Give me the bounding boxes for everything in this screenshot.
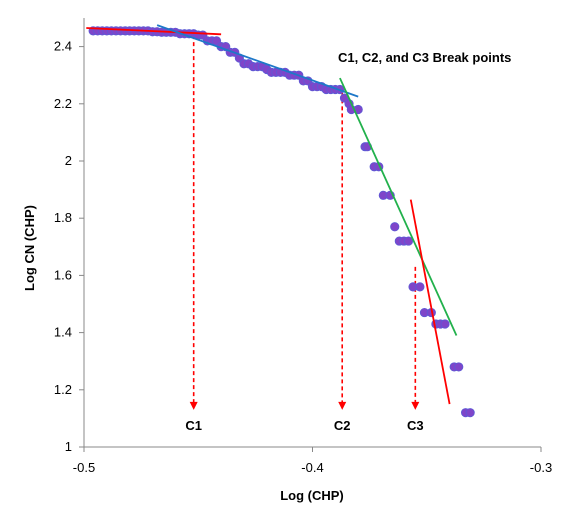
data-point (465, 408, 475, 418)
break-arrowhead (189, 401, 198, 410)
data-point (440, 319, 450, 329)
break-point-markers: C1 C2 C3 (185, 35, 424, 433)
data-point (390, 222, 400, 232)
y-tick-label: 1.6 (54, 267, 72, 282)
y-tick-label: 2.2 (54, 96, 72, 111)
y-tick-label: 1 (65, 439, 72, 454)
y-axis-title: Log CN (CHP) (22, 205, 37, 291)
x-tick-label: -0.4 (301, 460, 323, 475)
y-tick-label: 1.2 (54, 382, 72, 397)
fit-lines (86, 24, 458, 405)
fit-line (339, 77, 458, 336)
break-arrowhead (338, 401, 347, 410)
y-tick-label: 2 (65, 153, 72, 168)
fit-line (409, 199, 451, 405)
x-tick-label: -0.5 (73, 460, 95, 475)
x-axis-title: Log (CHP) (280, 488, 344, 503)
y-tick-label: 1.8 (54, 210, 72, 225)
break-label: C3 (407, 418, 424, 433)
fit-line (156, 24, 359, 98)
axes: 1 1.2 1.4 1.6 1.8 2 2.2 2.4 -0.5 -0.4 -0.3 (54, 18, 552, 475)
fit-line (86, 27, 222, 36)
data-points (88, 26, 475, 418)
break-label: C1 (185, 418, 202, 433)
y-tick-label: 2.4 (54, 39, 72, 54)
break-label: C2 (334, 418, 351, 433)
data-point (403, 236, 414, 246)
chart-annotation: C1, C2, and C3 Break points (338, 50, 511, 65)
x-tick-label: -0.3 (530, 460, 552, 475)
break-arrowhead (411, 401, 420, 410)
data-point (415, 282, 425, 292)
data-point (454, 362, 464, 372)
y-tick-label: 1.4 (54, 325, 72, 340)
